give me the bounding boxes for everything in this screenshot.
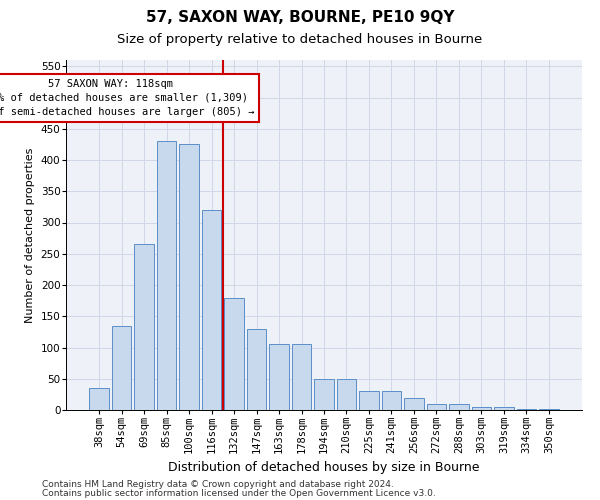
Bar (539, 409, 559, 410)
Bar (427, 404, 446, 410)
Text: Size of property relative to detached houses in Bourne: Size of property relative to detached ho… (118, 32, 482, 46)
Bar (382, 391, 401, 410)
Text: 57 SAXON WAY: 118sqm
← 62% of detached houses are smaller (1,309)
38% of semi-de: 57 SAXON WAY: 118sqm ← 62% of detached h… (0, 79, 254, 117)
Bar (134, 244, 154, 410)
Text: Contains HM Land Registry data © Crown copyright and database right 2024.: Contains HM Land Registry data © Crown c… (42, 480, 394, 489)
Bar (179, 144, 199, 410)
Bar (89, 388, 109, 410)
Bar (202, 210, 221, 410)
Bar (112, 326, 131, 410)
Text: Contains public sector information licensed under the Open Government Licence v3: Contains public sector information licen… (42, 490, 436, 498)
Bar (517, 409, 536, 410)
Text: 57, SAXON WAY, BOURNE, PE10 9QY: 57, SAXON WAY, BOURNE, PE10 9QY (146, 10, 454, 25)
Bar (224, 298, 244, 410)
Bar (157, 142, 176, 410)
Bar (292, 344, 311, 410)
Bar (494, 407, 514, 410)
Bar (269, 344, 289, 410)
Bar (359, 391, 379, 410)
Y-axis label: Number of detached properties: Number of detached properties (25, 148, 35, 322)
Bar (449, 404, 469, 410)
Bar (404, 398, 424, 410)
Bar (314, 379, 334, 410)
Bar (472, 407, 491, 410)
Bar (247, 329, 266, 410)
X-axis label: Distribution of detached houses by size in Bourne: Distribution of detached houses by size … (168, 462, 480, 474)
Bar (337, 379, 356, 410)
